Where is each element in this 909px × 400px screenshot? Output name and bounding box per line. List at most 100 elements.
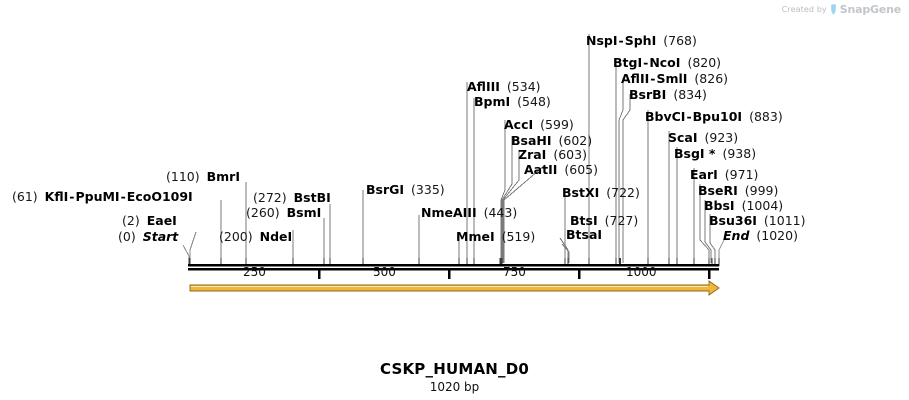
enzyme-name: BsrBI: [629, 87, 667, 102]
site-position: (727): [604, 213, 639, 228]
site-position: (443): [483, 205, 518, 220]
leader-lines: [182, 34, 725, 263]
site-label-ndei[interactable]: (200) NdeI: [219, 230, 292, 243]
site-position: (923): [704, 130, 739, 145]
site-position: (260): [246, 205, 280, 220]
site-label-nspi-sphi[interactable]: NspI-SphI (768): [586, 33, 697, 48]
site-position: (1004): [741, 198, 784, 213]
site-position: (1020): [756, 228, 798, 243]
enzyme-name: BsrGI: [366, 182, 405, 197]
ruler-tick-1000: [708, 270, 711, 279]
site-label-bsu36i[interactable]: Bsu36I (1011): [709, 214, 806, 227]
site-label-nmeaiii[interactable]: NmeAIII (443): [421, 206, 517, 219]
site-label-bsmi[interactable]: (260) BsmI: [246, 206, 321, 219]
site-position: (519): [501, 229, 536, 244]
feature-name: Start: [142, 229, 179, 244]
site-position: (820): [687, 55, 722, 70]
site-label-eaei[interactable]: (2) EaeI: [122, 214, 177, 227]
enzyme-name: BseRI: [698, 183, 738, 198]
enzyme-name: SphI: [624, 33, 657, 48]
site-position: (826): [694, 71, 729, 86]
enzyme-name: BtsaI: [566, 227, 603, 242]
enzyme-name: BsmI: [286, 205, 322, 220]
ruler-tick-750: [578, 270, 581, 279]
enzyme-name: BtgI: [613, 55, 643, 70]
site-label-bsgi[interactable]: BsgI * (938): [674, 147, 756, 160]
site-label-aatii[interactable]: AatII (605): [524, 163, 598, 176]
site-label-mmei[interactable]: MmeI (519): [456, 230, 535, 243]
enzyme-name: BsaHI: [511, 133, 552, 148]
site-label-bmri[interactable]: (110) BmrI: [166, 170, 240, 183]
enzyme-name: NcoI: [649, 55, 681, 70]
site-position: (2): [122, 213, 140, 228]
site-label-btsai[interactable]: BtsaI: [566, 228, 602, 241]
enzyme-name: AatII: [524, 162, 558, 177]
enzyme-name: BtsI: [570, 213, 598, 228]
site-position: (603): [553, 147, 587, 162]
site-label-bsrbi[interactable]: BsrBI (834): [629, 88, 707, 101]
watermark-prefix: Created by: [781, 5, 827, 14]
site-position: (272): [253, 190, 287, 205]
ruler-label-500: 500: [373, 265, 396, 279]
site-position: (200): [219, 229, 253, 244]
enzyme-name: Bsu36I: [709, 213, 757, 228]
site-label-bbsi[interactable]: BbsI (1004): [704, 199, 783, 212]
site-label-zrai[interactable]: ZraI (603): [518, 148, 587, 161]
site-label-bsahi[interactable]: BsaHI (602): [511, 134, 592, 147]
ruler-tick-500: [448, 270, 451, 279]
site-position: (834): [673, 87, 707, 102]
feature-name: End: [723, 228, 750, 243]
site-position: (768): [663, 33, 697, 48]
site-label-kfli-ppumi-ecoo109i[interactable]: (61) KflI-PpuMI-EcoO109I: [12, 189, 193, 204]
site-label-bbvci-bpu10i[interactable]: BbvCI-Bpu10I (883): [645, 109, 783, 124]
enzyme-name: BmrI: [206, 169, 240, 184]
enzyme-name: MmeI: [456, 229, 495, 244]
site-label-btgi-ncoi[interactable]: BtgI-NcoI (820): [613, 55, 722, 70]
enzyme-name: BbvCI: [645, 109, 686, 124]
enzyme-name: NmeAIII: [421, 205, 477, 220]
enzyme-name: EcoO109I: [126, 189, 193, 204]
enzyme-name: BstBI: [293, 190, 331, 205]
sequence-title: CSKP_HUMAN_D0: [379, 360, 530, 378]
site-position: (971): [724, 167, 759, 182]
enzyme-name: SmlI: [656, 71, 688, 86]
site-label-bstbi[interactable]: (272) BstBI: [253, 191, 331, 204]
enzyme-name: Bpu10I: [692, 109, 743, 124]
site-position: (999): [744, 183, 779, 198]
site-label-aflii-smli[interactable]: AflII-SmlI (826): [621, 71, 729, 86]
snapgene-logo-icon: [830, 4, 836, 15]
ruler-label-1000: 1000: [626, 265, 657, 279]
enzyme-name: AflII: [621, 71, 650, 86]
enzyme-name: BbsI: [704, 198, 735, 213]
site-label-bseri[interactable]: BseRI (999): [698, 184, 778, 197]
site-label-end[interactable]: End (1020): [723, 229, 798, 242]
site-label-start[interactable]: (0) Start: [118, 230, 178, 243]
ruler-label-250: 250: [243, 265, 266, 279]
site-label-btsi[interactable]: BtsI (727): [570, 214, 638, 227]
orf-arrow: [189, 280, 720, 296]
site-label-bsrgi[interactable]: BsrGI (335): [366, 183, 445, 196]
enzyme-name: AccI: [504, 117, 534, 132]
enzyme-name: EaeI: [146, 213, 177, 228]
site-label-bstxi[interactable]: BstXI (722): [562, 186, 640, 199]
ruler-label-750: 750: [503, 265, 526, 279]
site-position: (602): [558, 133, 593, 148]
enzyme-name: PpuMI: [75, 189, 120, 204]
site-label-scai[interactable]: ScaI (923): [668, 131, 738, 144]
site-label-bpmi[interactable]: BpmI (548): [474, 95, 551, 108]
site-position: (883): [749, 109, 783, 124]
sequence-length: 1020 bp: [429, 380, 480, 394]
enzyme-name: EarI: [690, 167, 718, 182]
site-label-acci[interactable]: AccI (599): [504, 118, 574, 131]
ruler-ticks: [318, 270, 711, 279]
site-label-eari[interactable]: EarI (971): [690, 168, 758, 181]
enzyme-name: NspI: [586, 33, 618, 48]
watermark-brand: SnapGene: [839, 3, 901, 16]
site-label-afliii[interactable]: AflIII (534): [467, 80, 541, 93]
enzyme-name: BpmI: [474, 94, 511, 109]
site-position: (722): [606, 185, 640, 200]
site-position: (599): [540, 117, 574, 132]
ruler-tick-250: [318, 270, 321, 279]
